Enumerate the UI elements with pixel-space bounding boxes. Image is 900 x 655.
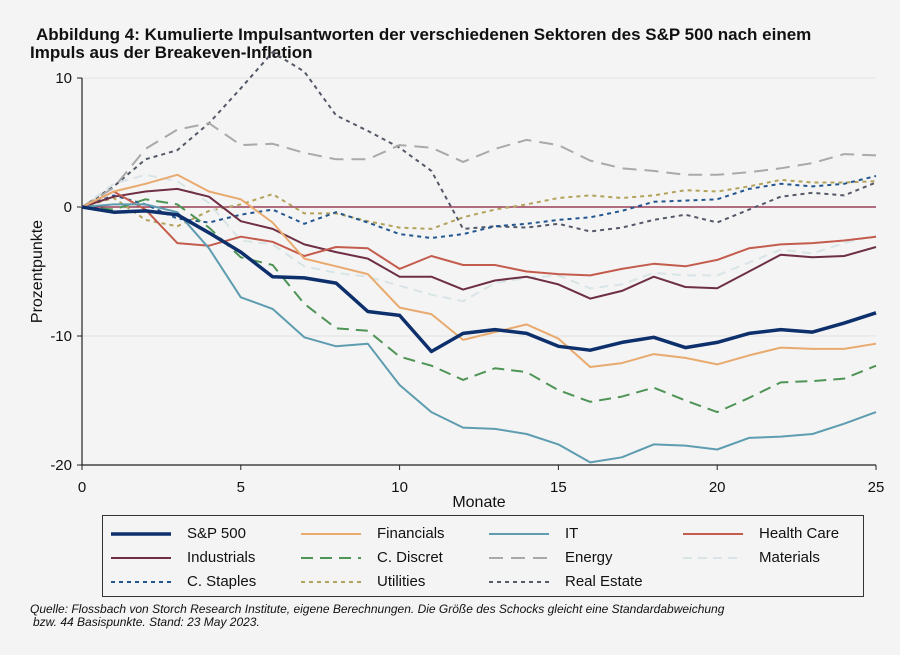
legend-item-energy: Energy (487, 548, 613, 568)
y-tick-label: 0 (64, 199, 72, 216)
legend-item-c-staples: C. Staples (109, 572, 256, 592)
series-line-c-discret (81, 198, 877, 414)
legend-item-real-estate: Real Estate (487, 572, 643, 592)
x-tick-label: 15 (550, 479, 567, 496)
legend-swatch (489, 533, 549, 535)
legend-swatch (111, 532, 171, 536)
series-line-it (81, 203, 877, 464)
x-tick-label: 5 (237, 479, 245, 496)
legend-label: Materials (759, 549, 820, 566)
legend-swatch (301, 581, 361, 583)
legend-item-financials: Financials (299, 524, 445, 544)
legend-item-c-discret: C. Discret (299, 548, 443, 568)
legend-label: S&P 500 (187, 525, 246, 542)
legend-item-health-care: Health Care (681, 524, 839, 544)
y-tick-label: 10 (55, 70, 72, 87)
y-tick-label: -20 (50, 457, 72, 474)
chart-title: Abbildung 4: Kumulierte Impulsantworten … (30, 26, 890, 62)
plot-area (82, 78, 876, 465)
chart-title-line-1: Abbildung 4: Kumulierte Impulsantworten … (36, 25, 812, 44)
legend-swatch (489, 557, 549, 559)
legend-label: Industrials (187, 549, 256, 566)
series-line-c-staples (81, 175, 877, 239)
series-line-industrials (81, 187, 877, 300)
y-axis-title: Prozentpunkte (29, 220, 46, 323)
series-line-financials (81, 173, 877, 368)
x-tick-label: 20 (709, 479, 726, 496)
source-note-line-1: Quelle: Flossbach von Storch Research In… (30, 602, 725, 616)
legend-item-materials: Materials (681, 548, 820, 568)
series-line-energy (81, 122, 877, 208)
legend-swatch (301, 557, 361, 559)
series-line-materials (81, 173, 877, 303)
source-note-line-2: bzw. 44 Basispunkte. Stand: 23 May 2023. (33, 615, 260, 629)
legend-label: C. Staples (187, 573, 257, 590)
y-tick-label: -10 (50, 328, 72, 345)
legend-label: Financials (377, 525, 445, 542)
legend-label: Energy (565, 549, 613, 566)
legend-label: Health Care (759, 525, 840, 542)
legend-swatch (683, 557, 743, 559)
x-tick-label: 25 (868, 479, 885, 496)
legend-label: Real Estate (565, 573, 643, 590)
legend-label: IT (565, 525, 579, 542)
x-axis-title: Monate (452, 494, 505, 511)
legend-swatch (301, 533, 361, 535)
source-note: Quelle: Flossbach von Storch Research In… (30, 603, 890, 629)
legend-swatch (489, 581, 549, 583)
legend-swatch (111, 557, 171, 559)
legend-label: Utilities (377, 573, 426, 590)
series-line-health-care (81, 190, 877, 277)
chart-legend: S&P 500 Financials IT Health Care Industrial… (102, 515, 864, 597)
chart-title-line-2: Impuls aus der Breakeven-Inflation (30, 43, 313, 62)
legend-item-utilities: Utilities (299, 572, 425, 592)
legend-item-industrials: Industrials (109, 548, 255, 568)
series-line-s-p-500 (81, 205, 877, 354)
series-line-real-estate (81, 51, 877, 233)
x-tick-label: 10 (391, 479, 408, 496)
x-tick-label: 0 (78, 479, 86, 496)
legend-label: C. Discret (377, 549, 443, 566)
legend-swatch (683, 533, 743, 535)
legend-item-it: IT (487, 524, 578, 544)
legend-item-s-p-500: S&P 500 (109, 524, 246, 544)
legend-swatch (111, 581, 171, 583)
